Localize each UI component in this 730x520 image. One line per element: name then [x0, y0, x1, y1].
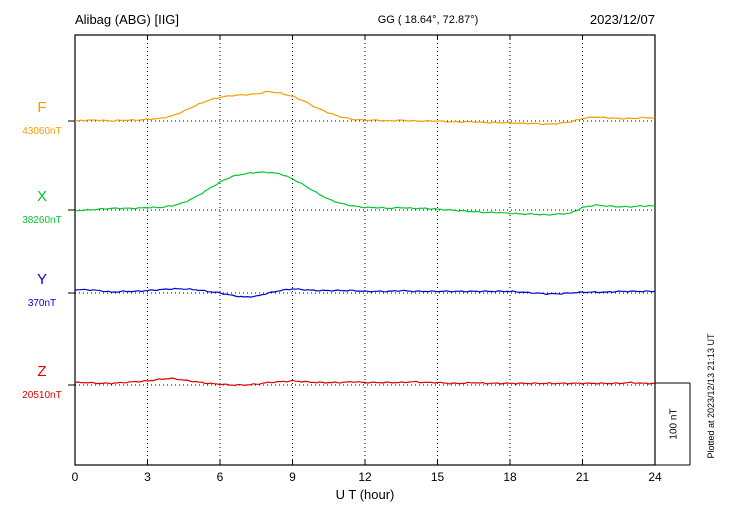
series-baseline-value-Z: 20510nT: [22, 390, 62, 401]
plot-date: 2023/12/07: [589, 12, 655, 27]
x-axis-title: U T (hour): [335, 487, 395, 502]
series-baseline-value-Y: 370nT: [27, 298, 57, 309]
plotted-at-note: Plotted at 2023/12/13 21:13 UT: [706, 333, 716, 459]
x-tick-label-6: 6: [216, 470, 224, 484]
station-title: Alibag (ABG) [IIG]: [75, 12, 180, 27]
series-line-X: [74, 171, 656, 216]
x-tick-label-15: 15: [430, 470, 445, 484]
x-tick-label-21: 21: [575, 470, 590, 484]
series-line-Z: [74, 377, 656, 386]
series-line-Y: [74, 287, 656, 298]
x-tick-label-0: 0: [71, 470, 79, 484]
x-tick-label-9: 9: [289, 470, 296, 484]
x-tick-label-12: 12: [358, 470, 372, 484]
scale-bar-label: 100 nT: [668, 408, 680, 440]
geographic-coordinates: GG ( 18.64°, 72.87°): [377, 14, 479, 26]
series-label-X: X: [36, 188, 47, 205]
x-tick-label-24: 24: [648, 470, 662, 484]
series-label-Y: Y: [36, 271, 47, 288]
series-baseline-value-F: 43060nT: [22, 126, 62, 137]
series-label-F: F: [37, 99, 47, 116]
x-tick-label-3: 3: [144, 470, 151, 484]
series-label-Z: Z: [37, 363, 47, 380]
series-line-F: [74, 90, 656, 126]
series-baseline-value-X: 38260nT: [22, 215, 62, 226]
x-tick-label-18: 18: [503, 470, 517, 484]
